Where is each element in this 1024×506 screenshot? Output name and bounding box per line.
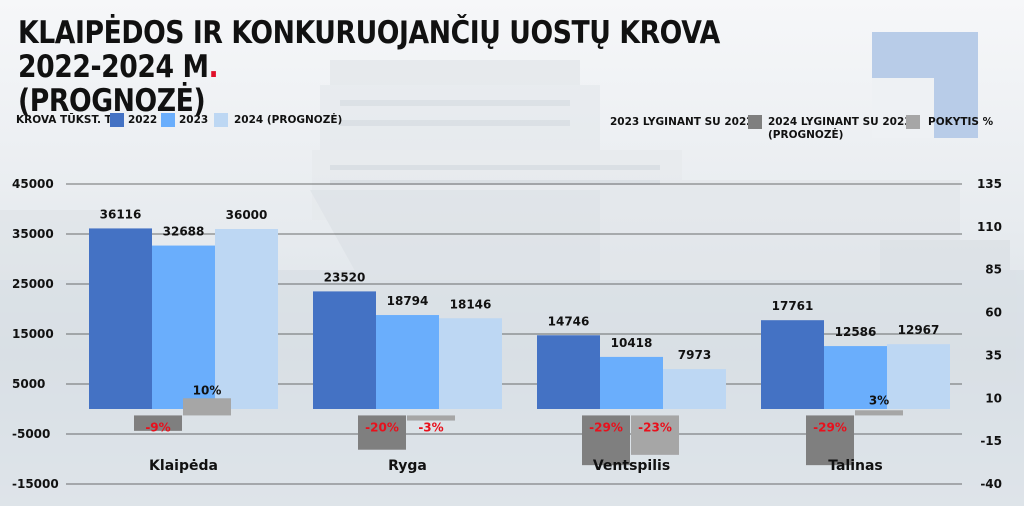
change-bar-3-1 xyxy=(855,410,903,416)
bar-0-1 xyxy=(152,245,215,409)
category-label: Ventspilis xyxy=(593,458,670,474)
legend-label-2022: 2022 xyxy=(128,114,158,126)
legend-swatch-2023 xyxy=(161,113,175,127)
bar-value-label: 23520 xyxy=(324,270,366,284)
bar-3-2 xyxy=(887,344,950,409)
bars xyxy=(89,228,950,466)
bar-value-label: 36116 xyxy=(100,207,142,221)
y-right-tick-label: 35 xyxy=(985,348,1002,362)
change-value-label: -9% xyxy=(145,420,170,434)
bar-0-2 xyxy=(215,229,278,409)
legend-label-change-2024: 2024 LYGINANT SU 2023 xyxy=(768,116,912,128)
bar-value-label: 17761 xyxy=(772,299,814,313)
category-label: Ryga xyxy=(388,458,427,474)
legend-swatch-change-2023 xyxy=(748,115,762,129)
bar-value-label: 18146 xyxy=(450,297,492,311)
y-right-tick-label: -15 xyxy=(980,434,1002,448)
bar-value-label: 18794 xyxy=(387,294,429,308)
legend-label-pokytis: POKYTIS % xyxy=(928,116,994,128)
bar-value-label: 14746 xyxy=(548,314,590,328)
title-line-2: (PROGNOZĖ) xyxy=(18,83,206,119)
bar-0-0 xyxy=(89,228,152,409)
bar-2-1 xyxy=(600,356,663,409)
labels: 45000 35000 25000 15000 5000 -5000 -15000 135 11… xyxy=(12,177,1002,491)
y-right-tick-label: -40 xyxy=(980,477,1002,491)
bar-value-label: 32688 xyxy=(163,225,205,239)
legend-left-label: KROVA TŪKST. T xyxy=(16,114,112,126)
change-value-label: -3% xyxy=(418,420,443,434)
y-left-tick-label: 15000 xyxy=(12,327,54,341)
y-right-tick-label: 135 xyxy=(977,177,1002,191)
category-label: Klaipėda xyxy=(149,458,218,474)
change-bar-0-0 xyxy=(134,415,182,431)
bar-1-1 xyxy=(376,315,439,409)
bar-2-2 xyxy=(663,369,726,409)
y-right-tick-label: 60 xyxy=(985,306,1002,320)
change-value-label: 3% xyxy=(869,393,889,407)
change-bar-1-0 xyxy=(358,415,406,450)
change-value-label: -23% xyxy=(638,420,672,434)
bar-value-label: 36000 xyxy=(226,208,268,222)
y-left-tick-label: 45000 xyxy=(12,177,54,191)
title-red-dot: . xyxy=(208,49,219,85)
legend-label-change-2024-line2: (PROGNOZĖ) xyxy=(768,129,844,141)
change-bar-2-0 xyxy=(582,415,630,466)
title-line-1: KLAIPĖDOS IR KONKURUOJANČIŲ UOSTŲ KROVA … xyxy=(18,15,720,85)
y-left-tick-label: 25000 xyxy=(12,277,54,291)
bar-3-0 xyxy=(761,320,824,409)
legend-label-2023: 2023 xyxy=(179,114,209,126)
legend-swatch-2022 xyxy=(110,113,124,127)
legend-swatch-2024 xyxy=(214,113,228,127)
y-left-tick-label: -5000 xyxy=(12,427,50,441)
legend-label-2024: 2024 (PROGNOZĖ) xyxy=(234,114,343,126)
bar-value-label: 12586 xyxy=(835,325,877,339)
change-bar-2-1 xyxy=(631,415,679,455)
bar-1-0 xyxy=(313,291,376,409)
corner-decoration-cutout xyxy=(872,78,934,138)
y-right-tick-label: 10 xyxy=(985,391,1002,405)
legend-label-change-2023: 2023 LYGINANT SU 2022 xyxy=(610,116,754,128)
bar-1-2 xyxy=(439,318,502,409)
category-label: Talinas xyxy=(828,458,883,474)
bar-value-label: 7973 xyxy=(678,348,711,362)
bar-value-label: 10418 xyxy=(611,336,653,350)
change-value-label: -29% xyxy=(813,420,847,434)
y-left-tick-label: -15000 xyxy=(12,477,59,491)
legend-swatch-change-2024 xyxy=(906,115,920,129)
y-right-tick-label: 85 xyxy=(985,263,1002,277)
chart-title: KLAIPĖDOS IR KONKURUOJANČIŲ UOSTŲ KROVA … xyxy=(18,16,723,118)
change-value-label: -20% xyxy=(365,420,399,434)
change-bar-0-1 xyxy=(183,398,231,416)
change-bar-1-1 xyxy=(407,415,455,421)
bar-2-0 xyxy=(537,335,600,409)
change-value-label: -29% xyxy=(589,420,623,434)
y-left-tick-label: 5000 xyxy=(12,377,45,391)
change-value-label: 10% xyxy=(193,383,222,397)
change-bar-3-0 xyxy=(806,415,854,466)
bar-value-label: 12967 xyxy=(898,323,940,337)
y-left-tick-label: 35000 xyxy=(12,227,54,241)
bar-3-1 xyxy=(824,346,887,409)
y-right-tick-label: 110 xyxy=(977,220,1002,234)
